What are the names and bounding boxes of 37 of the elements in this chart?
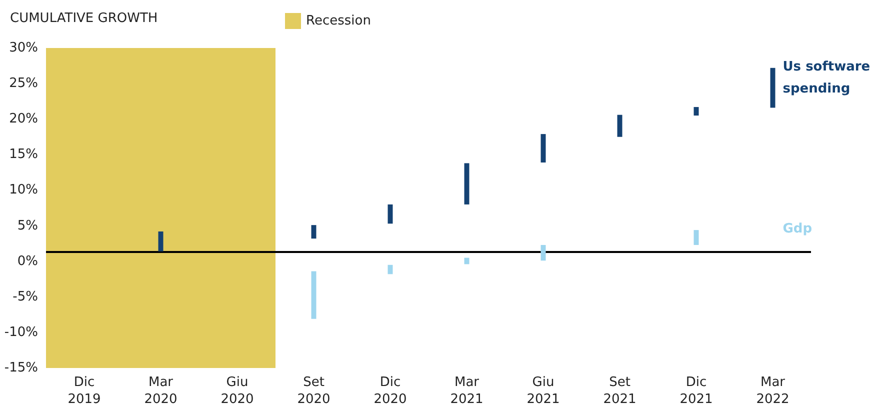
y-tick-label: 10% [9,182,38,198]
bar [311,271,316,319]
y-axis-title: CUMULATIVE GROWTH [10,11,158,26]
x-tick-label: Dic 2019 [68,375,101,407]
bar [770,68,776,108]
x-tick-label: Mar 2022 [756,375,790,407]
x-tick-label: Set 2021 [603,375,636,407]
y-tick-label: -10% [4,324,38,340]
y-tick-label: 15% [9,147,38,162]
bar [388,204,393,224]
x-tick-label: Mar 2020 [144,375,178,407]
x-tick-label: Dic 2020 [374,375,407,407]
x-tick-label: Dic 2021 [680,375,713,407]
x-tick-label: Giu 2020 [220,375,254,407]
series-label: Us software spending [782,59,870,96]
x-tick-label: Giu 2021 [526,375,560,407]
x-tick-label: Mar 2021 [450,375,484,407]
y-tick-label: 20% [9,112,38,127]
bar [540,244,546,261]
bar [311,225,316,239]
bar [388,264,393,274]
y-tick-label: 5% [17,218,38,234]
bar [464,258,470,264]
bar [158,231,164,252]
y-tick-label: 0% [17,254,38,269]
y-tick-label: -15% [4,360,38,376]
legend-label: Recession [306,14,371,28]
y-tick-label: 30% [9,40,38,56]
bar [464,163,470,204]
bar [694,230,699,245]
bar [617,114,622,137]
text: Gdp [782,222,812,237]
bar [540,134,546,162]
bar [694,107,699,116]
y-tick-label: 25% [9,76,38,92]
y-tick-label: -5% [12,289,38,304]
x-tick-label: Set 2020 [297,375,330,407]
